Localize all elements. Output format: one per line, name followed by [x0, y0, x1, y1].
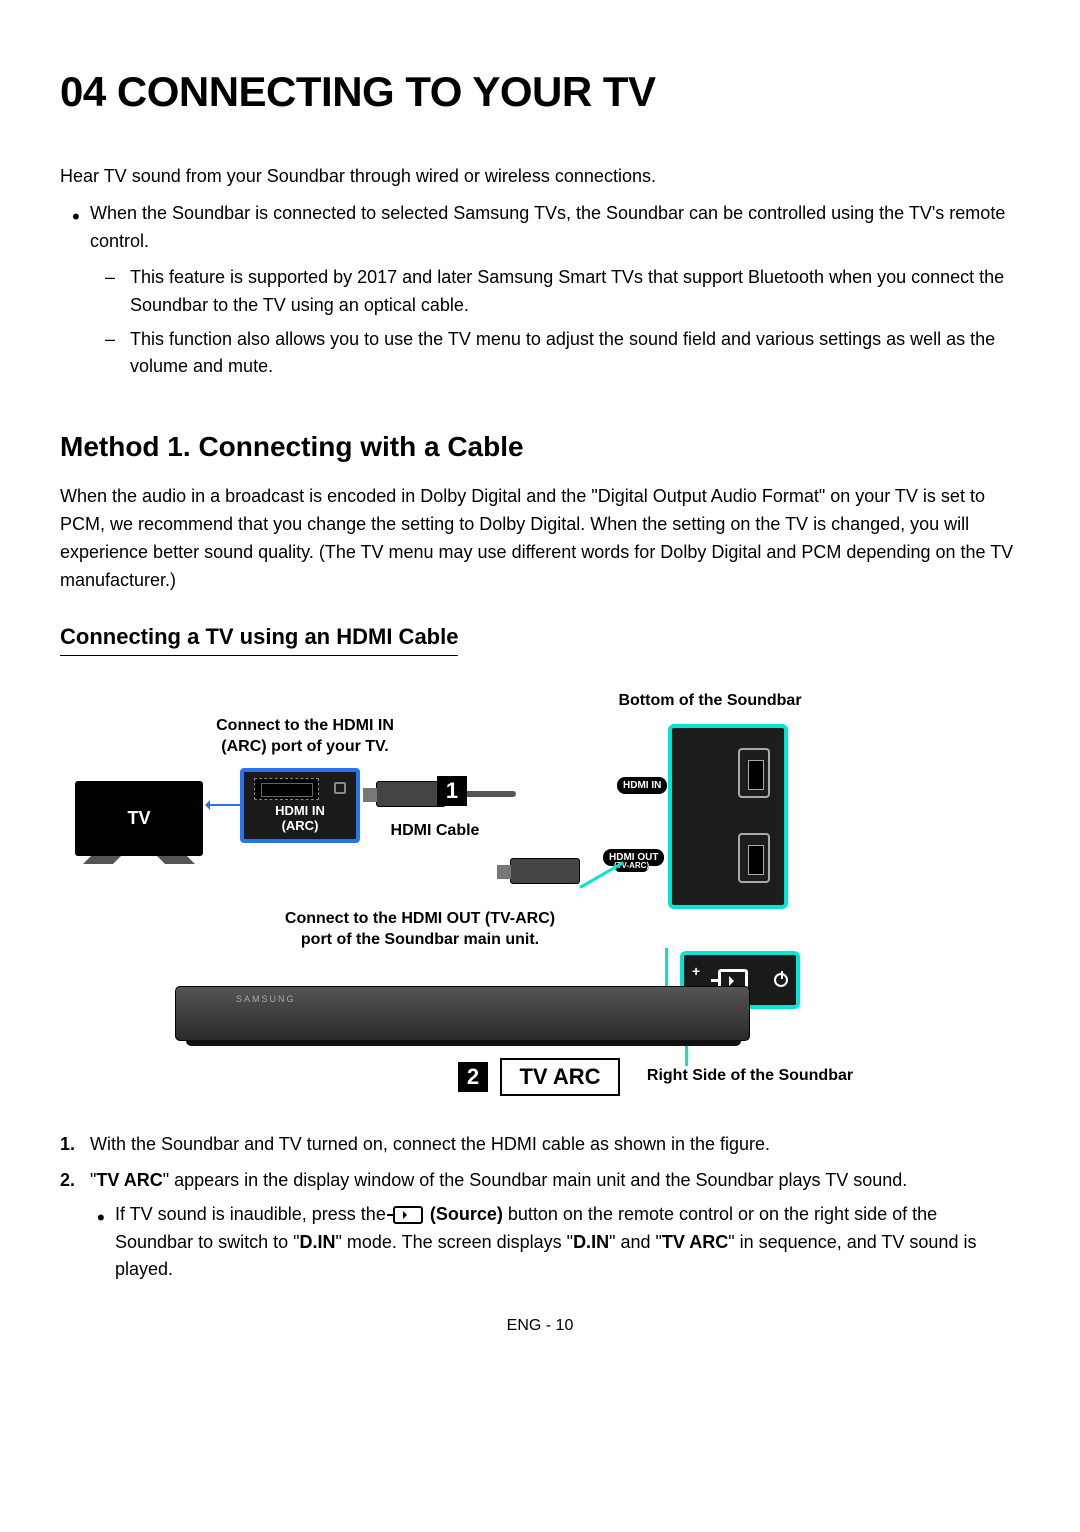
callout-line	[208, 804, 240, 806]
tv-hdmi-callout: HDMI IN(ARC)	[240, 768, 360, 843]
step-item: "TV ARC" appears in the display window o…	[90, 1167, 1020, 1285]
brand-label: SAMSUNG	[236, 993, 296, 1007]
hdmi-in-label: HDMI IN	[616, 776, 668, 795]
page-number: ENG - 10	[60, 1314, 1020, 1338]
dash-list: This feature is supported by 2017 and la…	[90, 264, 1020, 382]
intro-text: Hear TV sound from your Soundbar through…	[60, 163, 1020, 190]
connection-diagram: Bottom of the Soundbar Connect to the HD…	[60, 686, 1020, 1106]
step-item: With the Soundbar and TV turned on, conn…	[90, 1131, 1020, 1159]
intro-bullets: When the Soundbar is connected to select…	[60, 200, 1020, 381]
tv-icon: TV	[75, 781, 203, 856]
label-right-soundbar: Right Side of the Soundbar	[635, 1066, 865, 1087]
volume-up-icon: +	[692, 961, 700, 982]
tv-port-label: HDMI IN(ARC)	[244, 804, 356, 833]
callout-line	[579, 861, 624, 889]
label-bottom-soundbar: Bottom of the Soundbar	[610, 691, 810, 712]
sub-bullet-item: If TV sound is inaudible, press the (Sou…	[115, 1201, 1020, 1285]
label-hdmi-cable: HDMI Cable	[380, 821, 490, 842]
method-intro: When the audio in a broadcast is encoded…	[60, 483, 1020, 595]
hdmi-plug-icon	[376, 781, 446, 807]
soundbar-icon: SAMSUNG	[175, 986, 750, 1041]
bullet-text: When the Soundbar is connected to select…	[90, 203, 1005, 251]
label-connect-tv: Connect to the HDMI IN(ARC) port of your…	[200, 716, 410, 758]
hdmi-port-icon	[254, 778, 319, 800]
page-title: 04 CONNECTING TO YOUR TV	[60, 60, 1020, 123]
port-dot-icon	[334, 782, 346, 794]
bullet-item: When the Soundbar is connected to select…	[90, 200, 1020, 381]
label-connect-soundbar: Connect to the HDMI OUT (TV-ARC)port of …	[260, 909, 580, 951]
soundbar-ports-callout: HDMI IN HDMI OUT (TV-ARC)	[668, 724, 788, 909]
dash-item: This function also allows you to use the…	[130, 326, 1020, 382]
steps-list: With the Soundbar and TV turned on, conn…	[60, 1131, 1020, 1284]
subsection-title: Connecting a TV using an HDMI Cable	[60, 620, 458, 656]
power-icon	[774, 973, 788, 987]
source-icon	[393, 1206, 423, 1224]
callout-line	[665, 948, 668, 988]
sub-bullet-list: If TV sound is inaudible, press the (Sou…	[90, 1201, 1020, 1285]
method-title: Method 1. Connecting with a Cable	[60, 426, 1020, 468]
hdmi-port-icon	[738, 748, 770, 798]
step-badge-2: 2	[458, 1062, 488, 1092]
tv-stand-icon	[85, 856, 193, 866]
step-badge-1: 1	[437, 776, 467, 806]
tv-arc-display: TV ARC	[500, 1058, 620, 1096]
dash-item: This feature is supported by 2017 and la…	[130, 264, 1020, 320]
hdmi-plug-icon	[510, 858, 580, 884]
hdmi-port-icon	[738, 833, 770, 883]
